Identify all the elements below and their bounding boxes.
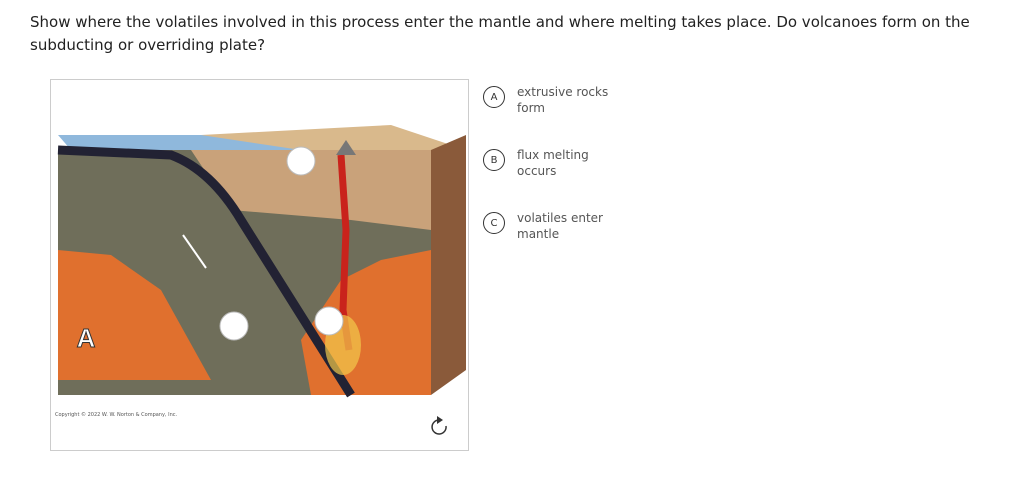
option-letter: B <box>483 149 505 171</box>
option-letter: A <box>483 86 505 108</box>
crust <box>191 150 431 230</box>
volcano <box>336 140 356 155</box>
image-label: A <box>77 323 96 353</box>
illustration: A Copyright © 2022 W. W. Norton & Compan… <box>55 125 466 435</box>
option-text: volatiles enter mantle <box>517 211 603 241</box>
asthenosphere-left <box>58 250 211 380</box>
question: Show where the volatiles involved in thi… <box>30 13 970 54</box>
copyright: Copyright © 2022 W. W. Norton & Company,… <box>55 411 178 418</box>
side-face <box>431 135 466 395</box>
reset-button[interactable] <box>431 416 447 435</box>
option-text: extrusive rocks form <box>517 85 609 115</box>
land-surface <box>201 125 466 150</box>
drop-zone[interactable] <box>314 306 344 336</box>
option-letter: C <box>483 212 505 234</box>
drop-zone[interactable] <box>219 311 249 341</box>
arrow <box>182 234 207 269</box>
drop-zone[interactable] <box>286 146 316 176</box>
option-text: flux melting occurs <box>517 148 589 178</box>
image-frame: A Copyright © 2022 W. W. Norton & Compan… <box>50 79 469 451</box>
subducting-slab <box>57 145 355 398</box>
